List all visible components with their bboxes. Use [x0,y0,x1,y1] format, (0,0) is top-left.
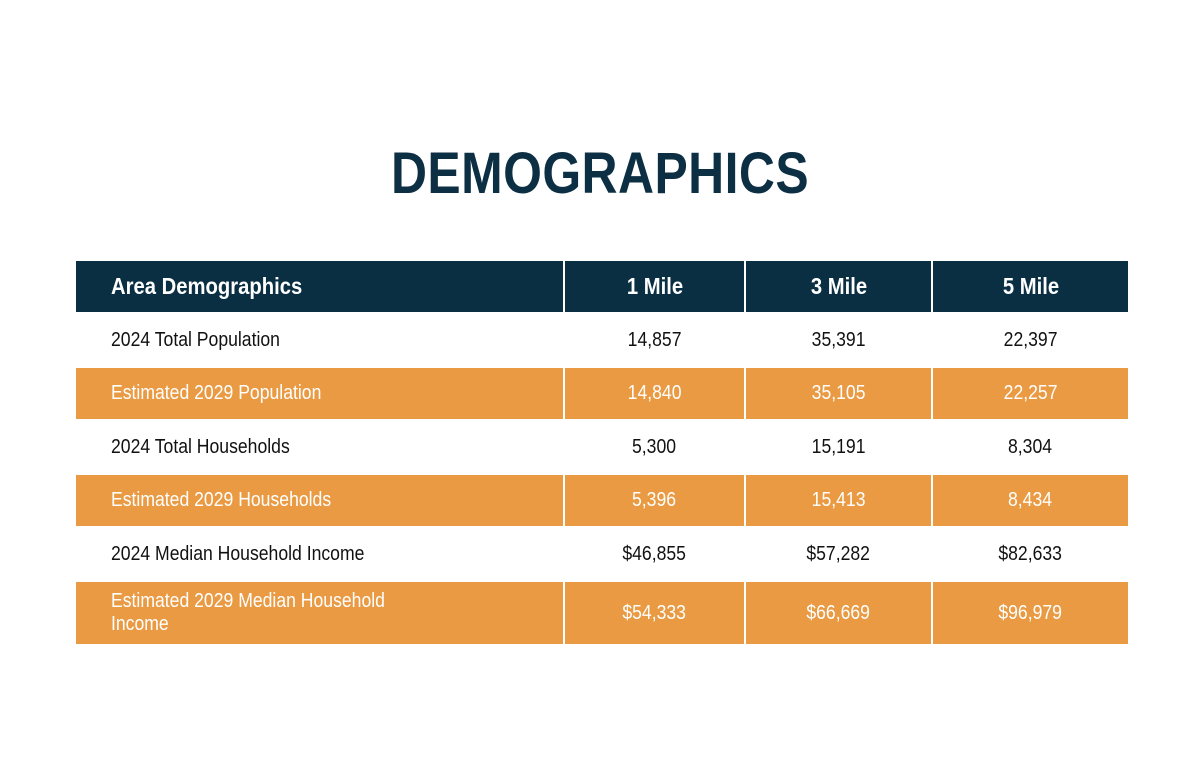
row-label: Estimated 2029 Median Household Income [76,582,565,644]
cell-3-mile: 15,191 [745,419,933,475]
cell-3-mile: 35,391 [745,312,933,368]
cell-5-mile: $82,633 [932,526,1128,582]
cell-3-mile: 15,413 [745,475,933,526]
row-label: 2024 Total Households [76,419,565,475]
cell-3-mile: 35,105 [745,368,933,419]
row-label: 2024 Total Population [76,312,565,368]
cell-3-mile: $57,282 [745,526,933,582]
cell-5-mile: 22,397 [932,312,1128,368]
cell-1-mile: $46,855 [564,526,746,582]
table-row: 2024 Total Households 5,300 15,191 8,304 [76,419,1128,475]
table-row: Estimated 2029 Median Household Income $… [76,582,1128,644]
table-row: Estimated 2029 Households 5,396 15,413 8… [76,475,1128,526]
table-header-row: Area Demographics 1 Mile 3 Mile 5 Mile [76,261,1128,312]
row-label: Estimated 2029 Population [76,368,565,419]
cell-1-mile: $54,333 [564,582,746,644]
cell-5-mile: 8,304 [932,419,1128,475]
table-row: 2024 Median Household Income $46,855 $57… [76,526,1128,582]
demographics-table: Area Demographics 1 Mile 3 Mile 5 Mile 2… [76,261,1128,644]
cell-5-mile: 8,434 [932,475,1128,526]
column-header-1-mile: 1 Mile [564,261,746,312]
cell-1-mile: 5,300 [564,419,746,475]
page-title: DEMOGRAPHICS [390,141,810,206]
cell-1-mile: 14,857 [564,312,746,368]
table-row: Estimated 2029 Population 14,840 35,105 … [76,368,1128,419]
column-header-5-mile: 5 Mile [932,261,1128,312]
row-label: Estimated 2029 Households [76,475,565,526]
column-header-area-demographics: Area Demographics [76,261,565,312]
cell-5-mile: $96,979 [932,582,1128,644]
table-row: 2024 Total Population 14,857 35,391 22,3… [76,312,1128,368]
cell-1-mile: 14,840 [564,368,746,419]
row-label: 2024 Median Household Income [76,526,565,582]
cell-5-mile: 22,257 [932,368,1128,419]
cell-3-mile: $66,669 [745,582,933,644]
column-header-3-mile: 3 Mile [745,261,933,312]
cell-1-mile: 5,396 [564,475,746,526]
